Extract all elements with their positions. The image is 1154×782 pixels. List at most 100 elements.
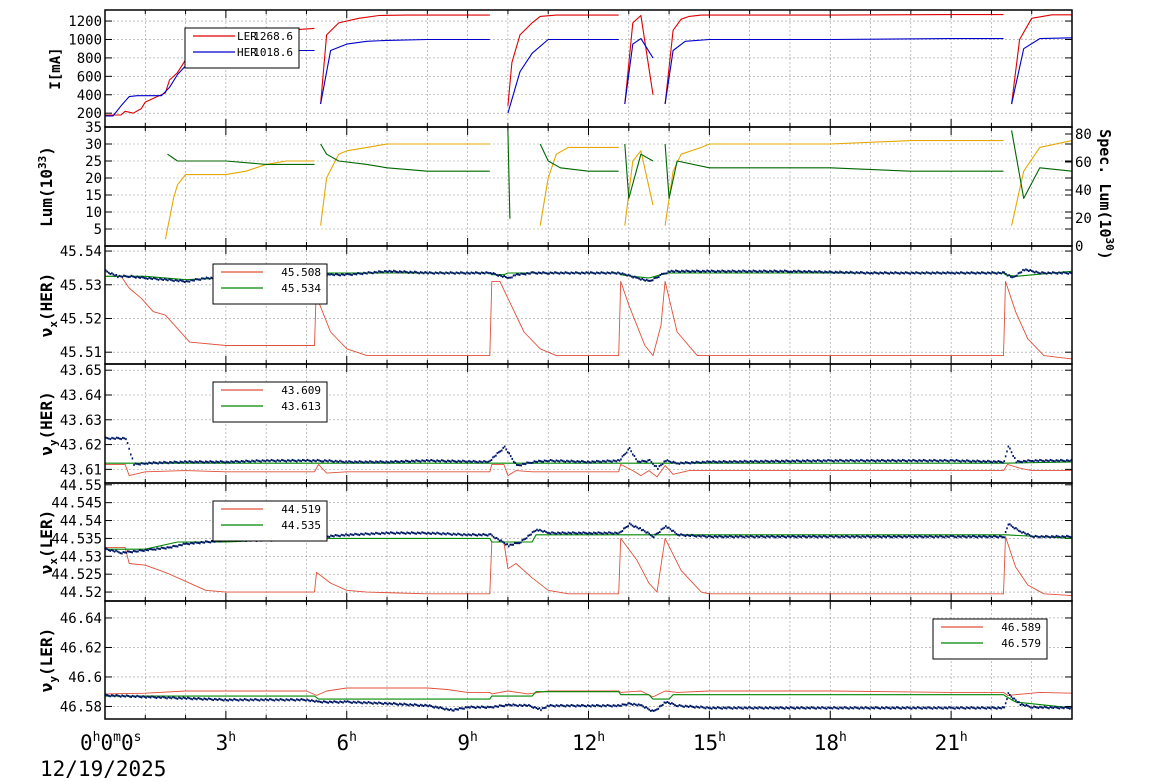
data-point — [681, 533, 684, 536]
data-point — [572, 271, 574, 274]
y2-axis-label: Spec. Lum(1030) — [1096, 129, 1116, 260]
data-point — [898, 459, 901, 462]
data-point — [122, 436, 124, 439]
data-point — [830, 535, 832, 538]
data-point — [339, 535, 341, 538]
data-point — [551, 459, 553, 462]
data-point — [975, 535, 977, 538]
data-point — [494, 272, 496, 275]
data-point — [886, 272, 889, 275]
data-point — [532, 461, 534, 464]
data-point — [931, 535, 934, 538]
data-point — [578, 531, 580, 534]
data-point — [375, 531, 377, 534]
data-point — [821, 536, 823, 539]
data-point — [1045, 272, 1048, 275]
data-point — [858, 707, 861, 710]
data-point — [637, 527, 640, 530]
data-point — [861, 459, 864, 462]
data-point — [722, 706, 725, 709]
data-point — [384, 532, 386, 535]
data-point — [876, 272, 879, 275]
data-point — [425, 458, 428, 461]
data-point — [677, 533, 679, 536]
data-point — [936, 271, 938, 274]
data-point — [916, 706, 919, 709]
data-point — [1057, 459, 1059, 462]
data-point — [585, 705, 588, 708]
data-point — [657, 707, 660, 710]
data-point — [424, 460, 426, 463]
data-point — [351, 533, 353, 536]
data-point — [416, 459, 419, 462]
data-point — [870, 536, 873, 539]
data-point — [786, 706, 789, 709]
data-point — [921, 271, 923, 274]
data-point — [683, 705, 685, 708]
data-point — [913, 272, 916, 275]
data-point — [233, 461, 235, 464]
y-tick-label: 43.65 — [60, 363, 102, 379]
data-point — [373, 533, 376, 536]
data-point — [276, 698, 279, 701]
data-point — [246, 460, 249, 463]
data-point — [1063, 707, 1065, 710]
data-point — [880, 271, 883, 274]
series-line — [105, 275, 1072, 360]
data-point — [128, 695, 131, 698]
data-point — [391, 703, 394, 706]
data-point — [385, 270, 388, 273]
data-point — [1052, 459, 1055, 462]
data-point — [539, 460, 542, 463]
data-point — [876, 534, 879, 537]
data-point — [978, 271, 980, 274]
data-point — [1021, 461, 1024, 464]
data-point — [318, 459, 320, 462]
data-point — [210, 460, 213, 463]
data-point — [451, 271, 453, 274]
data-point — [1048, 535, 1050, 538]
data-point — [427, 459, 429, 462]
data-point — [785, 536, 788, 539]
data-point — [162, 546, 164, 549]
data-point — [354, 460, 356, 463]
data-point — [779, 460, 782, 463]
data-point — [497, 274, 499, 277]
data-point — [788, 707, 791, 710]
data-point — [316, 458, 319, 461]
data-point — [530, 462, 533, 465]
data-point — [473, 272, 476, 275]
data-point — [421, 459, 423, 462]
data-point — [1024, 460, 1026, 463]
data-point — [665, 701, 667, 704]
data-point — [529, 461, 531, 464]
data-point — [875, 271, 877, 274]
data-point — [137, 695, 140, 698]
data-point — [230, 460, 232, 463]
data-point — [585, 461, 588, 464]
data-point — [355, 273, 358, 276]
data-point — [945, 706, 947, 709]
data-point — [737, 706, 740, 709]
data-point — [137, 463, 140, 466]
data-point — [715, 461, 717, 464]
data-point — [367, 701, 370, 704]
data-point — [937, 460, 940, 463]
data-point — [906, 706, 908, 709]
data-point — [479, 533, 482, 536]
data-point — [515, 704, 518, 707]
data-point — [709, 707, 711, 710]
data-point — [137, 276, 140, 279]
data-point — [193, 461, 195, 464]
data-point — [630, 450, 633, 453]
data-point — [846, 707, 849, 710]
data-point — [452, 709, 455, 712]
data-point — [889, 707, 892, 710]
data-point — [934, 459, 937, 462]
data-point — [657, 531, 660, 534]
data-point — [165, 278, 168, 281]
legend-box — [212, 500, 328, 542]
data-point — [791, 706, 794, 709]
data-point — [888, 707, 891, 710]
